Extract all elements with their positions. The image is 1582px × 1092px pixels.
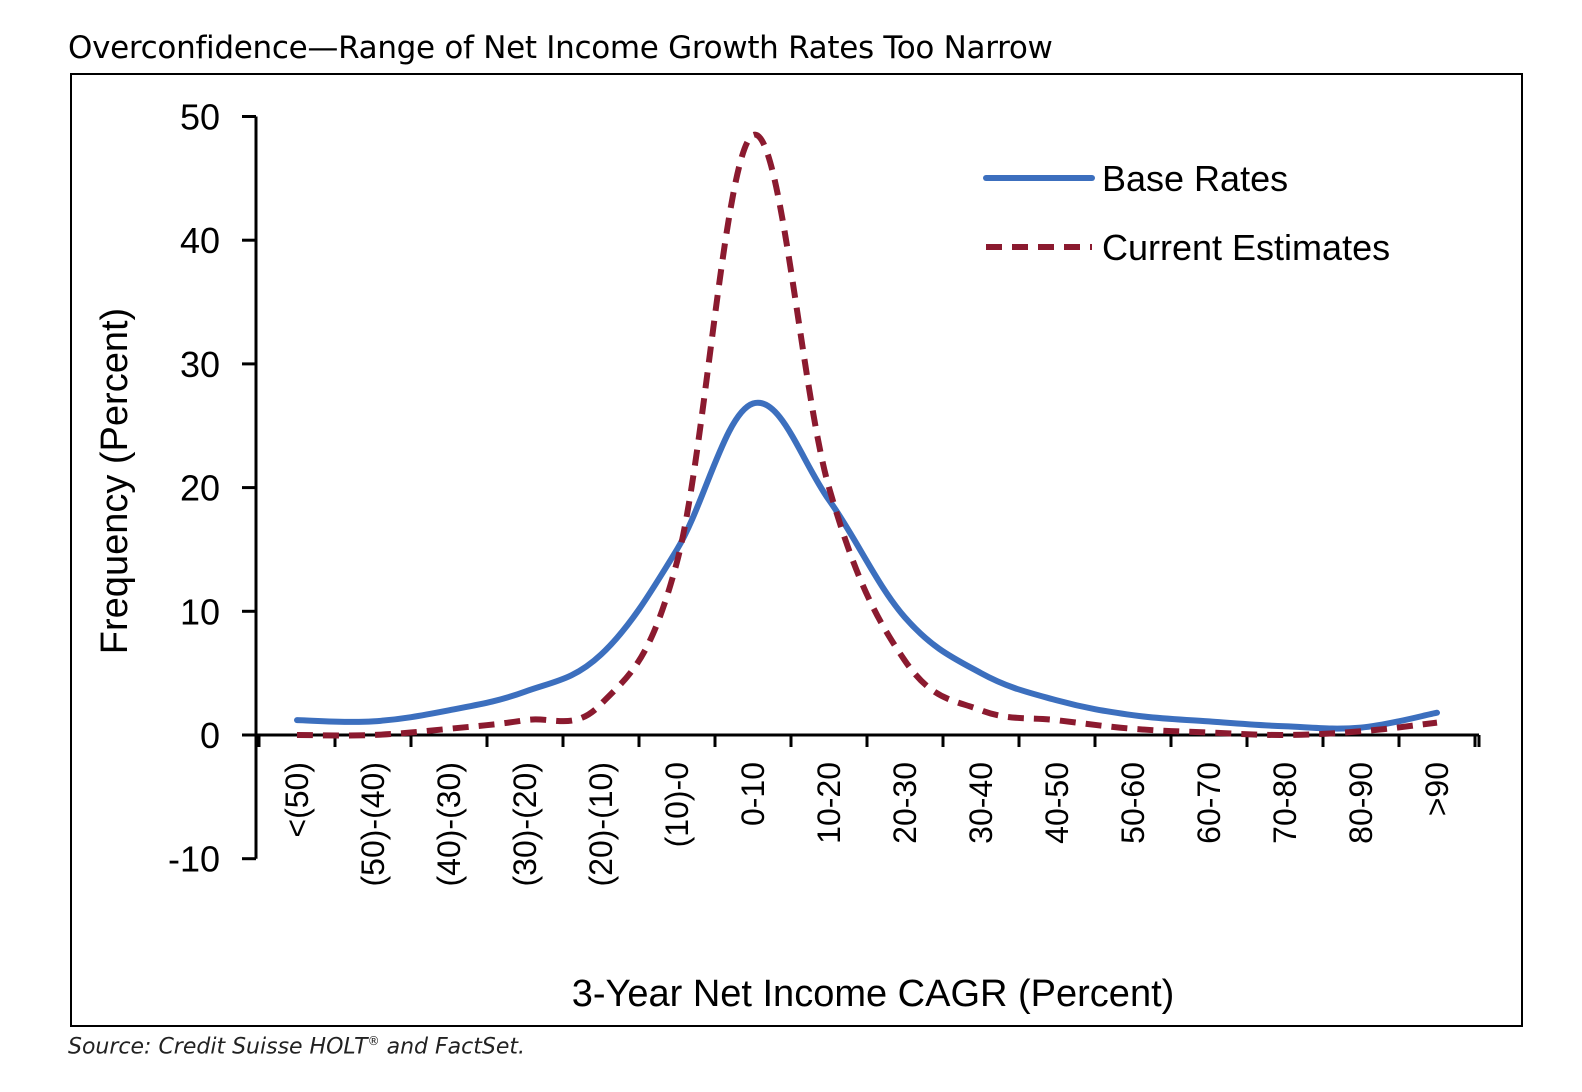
x-tick-label: (30)-(20) <box>507 762 543 886</box>
y-tick-label: 30 <box>180 344 220 385</box>
y-tick-label: 0 <box>200 715 220 756</box>
chart-frame <box>70 73 1523 1027</box>
x-axis-label: 3-Year Net Income CAGR (Percent) <box>572 973 1175 1015</box>
x-tick-label: 10-20 <box>811 762 847 844</box>
chart-title: Overconfidence—Range of Net Income Growt… <box>68 30 1053 66</box>
x-tick-label: 30-40 <box>963 762 999 844</box>
x-tick-label: (20)-(10) <box>583 762 619 886</box>
x-tick-label: 0-10 <box>735 762 771 826</box>
source-note: Source: Credit Suisse HOLT® and FactSet. <box>68 1034 525 1059</box>
y-axis-ticks: -10 0 10 20 30 40 50 <box>168 97 256 880</box>
x-tick-label: 60-70 <box>1191 762 1227 844</box>
legend-label-base-rates: Base Rates <box>1102 158 1288 199</box>
y-tick-label: 20 <box>180 468 220 509</box>
y-axis-label: Frequency (Percent) <box>94 308 136 654</box>
series-line-base-rates <box>294 399 1440 732</box>
series-lines <box>294 132 1440 739</box>
x-tick-label: 70-80 <box>1267 762 1303 844</box>
x-axis-ticks: <(50) (50)-(40) (40)-(30) (30)-(20) (20)-(10… <box>257 735 1481 886</box>
y-tick-label: -10 <box>168 839 220 880</box>
y-tick-label: 10 <box>180 591 220 632</box>
y-tick-label: 50 <box>180 97 220 138</box>
x-tick-label: 40-50 <box>1039 762 1075 844</box>
legend-label-current-estimates: Current Estimates <box>1102 227 1390 268</box>
series-line-current-estimates <box>296 132 1438 739</box>
legend: Base Rates Current Estimates <box>983 158 1390 268</box>
x-tick-label: 80-90 <box>1343 762 1379 844</box>
x-tick-label: 50-60 <box>1115 762 1151 844</box>
x-tick-label: (40)-(30) <box>431 762 467 886</box>
x-tick-label: >90 <box>1419 762 1455 816</box>
registered-mark: ® <box>367 1034 380 1048</box>
source-suffix: and FactSet. <box>379 1034 525 1060</box>
x-tick-label: 20-30 <box>887 762 923 844</box>
source-text: Source: Credit Suisse HOLT <box>68 1034 368 1060</box>
y-tick-label: 40 <box>180 220 220 261</box>
x-tick-label: <(50) <box>279 762 315 838</box>
x-tick-label: (50)-(40) <box>355 762 391 886</box>
x-tick-label: (10)-0 <box>659 762 695 847</box>
